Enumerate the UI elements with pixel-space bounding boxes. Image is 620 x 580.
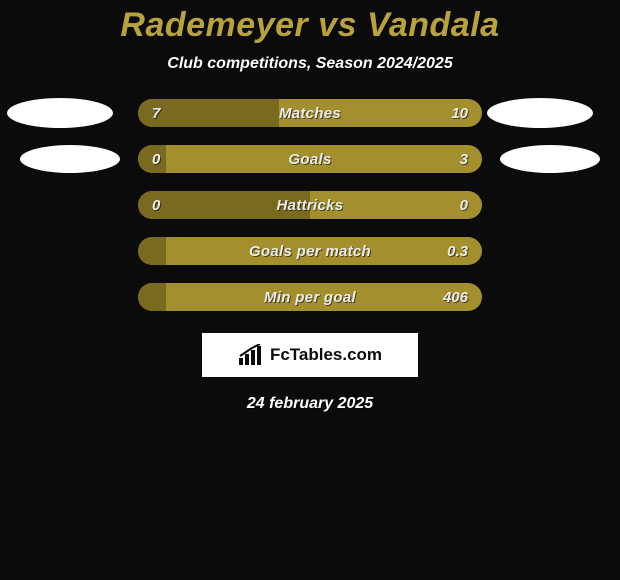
- stat-bar: Matches7 10: [138, 99, 482, 127]
- stat-row: Min per goal406: [0, 283, 620, 311]
- player-left-avatar: [7, 98, 113, 128]
- source-badge: FcTables.com: [202, 333, 418, 377]
- date-caption: 24 february 2025: [0, 395, 620, 413]
- subtitle: Club competitions, Season 2024/2025: [0, 55, 620, 73]
- player-right-avatar: [487, 98, 593, 128]
- stat-row: Goals0 3: [0, 145, 620, 173]
- stat-label: Min per goal: [138, 283, 482, 311]
- stat-value-right: 0: [460, 191, 468, 219]
- stat-bar: Goals0 3: [138, 145, 482, 173]
- stat-row: Matches7 10: [0, 99, 620, 127]
- page-title: Rademeyer vs Vandala: [0, 0, 620, 45]
- source-badge-text: FcTables.com: [270, 345, 382, 365]
- stat-bar: Min per goal406: [138, 283, 482, 311]
- stat-label: Goals: [138, 145, 482, 173]
- stat-label: Matches: [138, 99, 482, 127]
- stat-label: Hattricks: [138, 191, 482, 219]
- stat-value-right: 406: [443, 283, 468, 311]
- stat-value-left: 0: [152, 191, 160, 219]
- comparison-infographic: Rademeyer vs Vandala Club competitions, …: [0, 0, 620, 580]
- stat-value-left: 0: [152, 145, 160, 173]
- stat-bar: Goals per match0.3: [138, 237, 482, 265]
- stat-value-left: 7: [152, 99, 160, 127]
- stat-row: Hattricks0 0: [0, 191, 620, 219]
- bars-rising-icon: [238, 344, 264, 366]
- stat-bar: Hattricks0 0: [138, 191, 482, 219]
- player-right-avatar: [500, 145, 600, 173]
- stat-label: Goals per match: [138, 237, 482, 265]
- stat-row: Goals per match0.3: [0, 237, 620, 265]
- stat-value-right: 10: [451, 99, 468, 127]
- player-left-avatar: [20, 145, 120, 173]
- stat-value-right: 0.3: [447, 237, 468, 265]
- stat-rows: Matches710Goals03Hattricks00Goals per ma…: [0, 99, 620, 311]
- stat-value-right: 3: [460, 145, 468, 173]
